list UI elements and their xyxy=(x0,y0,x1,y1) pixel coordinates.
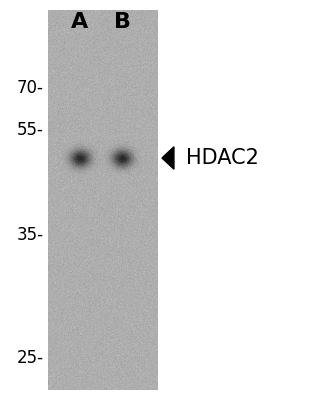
Text: B: B xyxy=(113,12,131,32)
Polygon shape xyxy=(162,147,174,169)
Text: 35-: 35- xyxy=(17,226,44,244)
Text: 70-: 70- xyxy=(17,79,44,97)
Text: 55-: 55- xyxy=(17,121,44,139)
Text: HDAC2: HDAC2 xyxy=(186,148,259,168)
Text: A: A xyxy=(71,12,89,32)
Text: 25-: 25- xyxy=(17,349,44,367)
